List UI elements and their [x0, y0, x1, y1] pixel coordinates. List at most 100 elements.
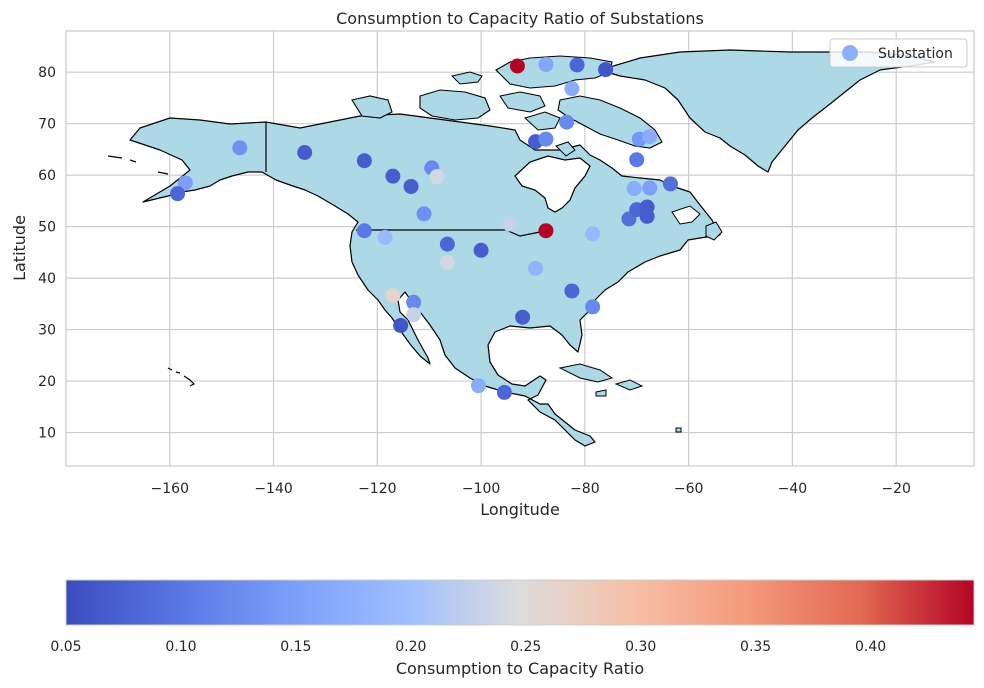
substation-point — [515, 309, 531, 325]
y-tick-label: 10 — [38, 426, 56, 442]
land-banks-island — [351, 95, 393, 119]
chart-title: Consumption to Capacity Ratio of Substat… — [336, 9, 704, 28]
x-tick-label: −20 — [881, 481, 911, 497]
substation-point — [585, 226, 601, 242]
land-arctic-a — [451, 71, 483, 85]
land-southampton — [555, 141, 576, 157]
substation-point — [170, 186, 186, 202]
land-aleutians — [107, 155, 169, 175]
colorbar-tick-labels: 0.05 0.10 0.15 0.20 0.25 0.30 0.35 0.40 — [50, 639, 886, 655]
x-tick-label: −80 — [570, 481, 600, 497]
legend: Substation — [829, 38, 968, 68]
colorbar-tick-label: 0.10 — [165, 639, 196, 655]
y-tick-label: 30 — [38, 323, 56, 339]
y-tick-label: 60 — [38, 168, 56, 184]
substation-point — [177, 175, 193, 191]
y-tick-label: 20 — [38, 374, 56, 390]
axes-frame — [65, 30, 975, 467]
colorbar-tick-label: 0.20 — [395, 639, 426, 655]
y-tick-label: 80 — [38, 65, 56, 81]
colorbar: 0.05 0.10 0.15 0.20 0.25 0.30 0.35 0.40 Consump… — [50, 579, 975, 678]
colorbar-tick-label: 0.25 — [510, 639, 541, 655]
substation-point — [385, 168, 401, 184]
legend-label: Substation — [878, 46, 953, 62]
x-tick-label: −40 — [778, 481, 808, 497]
legend-marker — [842, 45, 858, 61]
x-tick-label: −100 — [462, 481, 500, 497]
land-trinidad — [675, 427, 682, 433]
substation-points — [170, 56, 678, 400]
substation-point — [538, 56, 554, 72]
land-arctic-c — [524, 111, 561, 131]
substation-point — [629, 152, 645, 168]
y-tick-labels: 10 20 30 40 50 60 70 80 — [38, 65, 56, 441]
colorbar-tick-label: 0.05 — [50, 639, 81, 655]
colorbar-tick-label: 0.35 — [740, 639, 771, 655]
colorbar-tick-label: 0.30 — [625, 639, 656, 655]
substation-point — [377, 229, 393, 245]
y-tick-label: 70 — [38, 117, 56, 133]
land-arctic-b — [499, 91, 546, 113]
colorbar-gradient — [65, 579, 975, 626]
y-tick-label: 50 — [38, 220, 56, 236]
x-tick-labels: −160 −140 −120 −100 −80 −60 −40 −20 — [151, 481, 911, 497]
substation-point — [416, 206, 432, 222]
legend-box — [829, 38, 968, 68]
substation-point — [662, 176, 678, 192]
substation-point — [385, 288, 401, 304]
land-north-america — [129, 113, 721, 447]
substation-point — [559, 114, 575, 130]
substation-point — [564, 81, 580, 97]
substation-point — [470, 378, 486, 394]
land-greenland — [599, 49, 936, 173]
basemap — [107, 49, 936, 447]
substation-point — [585, 299, 601, 315]
x-tick-label: −140 — [254, 481, 292, 497]
substation-point — [528, 260, 544, 276]
colorbar-tick-label: 0.40 — [855, 639, 886, 655]
substation-point — [429, 169, 445, 185]
substation-point — [538, 223, 554, 239]
land-hispaniola — [614, 379, 644, 391]
land-hawaii — [167, 367, 196, 387]
substation-point — [393, 317, 409, 333]
substation-point — [356, 223, 372, 239]
substation-point — [403, 178, 419, 194]
substation-point — [473, 242, 489, 258]
substation-point — [406, 294, 422, 310]
substation-point — [642, 180, 658, 196]
substation-point — [598, 62, 614, 78]
substation-point — [642, 129, 658, 145]
x-tick-label: −60 — [674, 481, 704, 497]
x-tick-label: −160 — [151, 481, 189, 497]
y-tick-label: 40 — [38, 271, 56, 287]
substation-point — [569, 57, 585, 73]
x-tick-label: −120 — [358, 481, 396, 497]
x-axis-label: Longitude — [480, 500, 560, 519]
substation-point — [502, 216, 518, 232]
land-jamaica — [595, 389, 607, 397]
substation-point — [439, 255, 455, 271]
substation-point — [538, 131, 554, 147]
substation-point — [297, 144, 313, 160]
substation-point — [626, 181, 642, 197]
land-newfoundland — [705, 221, 723, 241]
substation-point — [564, 283, 580, 299]
plot-area: −160 −140 −120 −100 −80 −60 −40 −20 10 20 30 40 50 6… — [38, 30, 975, 497]
substation-point — [509, 58, 525, 74]
colorbar-label: Consumption to Capacity Ratio — [396, 659, 644, 678]
colorbar-tick-label: 0.15 — [280, 639, 311, 655]
substation-point — [232, 140, 248, 156]
substation-point — [406, 307, 422, 323]
substation-point — [356, 153, 372, 169]
border-us-canada — [356, 229, 541, 237]
land-cuba — [558, 363, 614, 383]
gulf-notch — [671, 205, 701, 225]
land-victoria-island — [419, 89, 491, 121]
hudson-bay — [514, 155, 591, 213]
substation-point — [496, 384, 512, 400]
substation-point — [439, 236, 455, 252]
y-axis-label: Latitude — [10, 215, 29, 281]
substation-point — [639, 208, 655, 224]
